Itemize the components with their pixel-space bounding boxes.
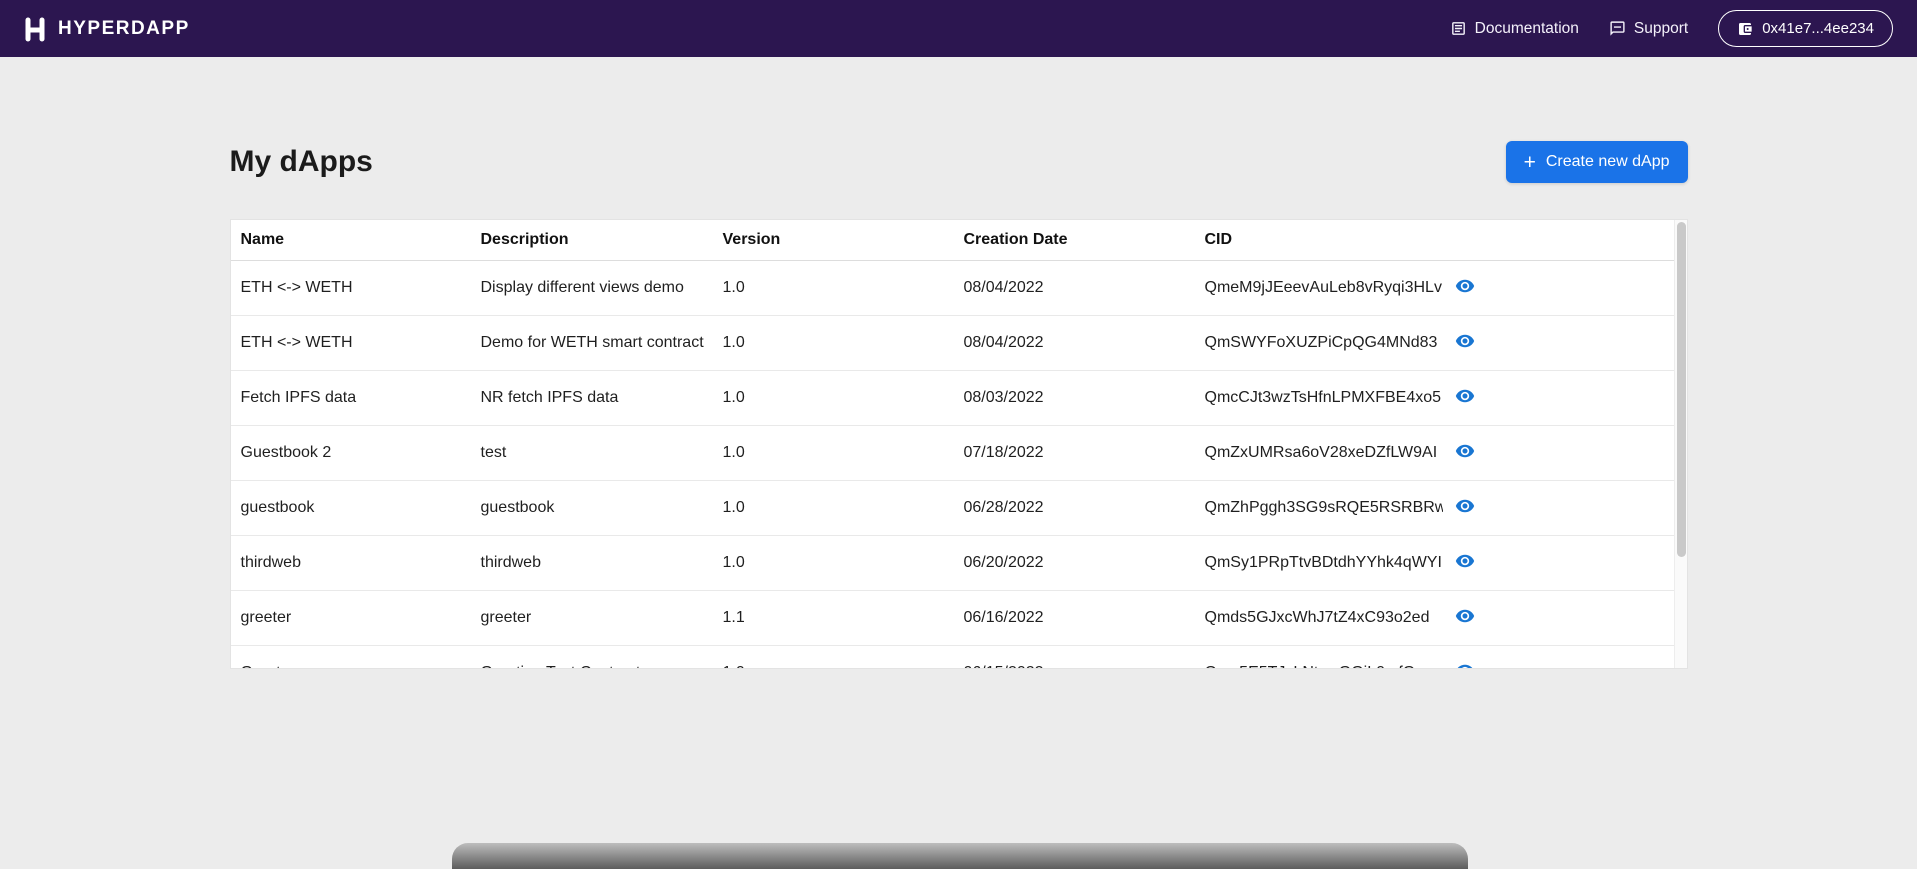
table-row: greeter greeter 1.1 06/16/2022 Qmds5GJxc… <box>230 590 1674 646</box>
header-description: Description <box>470 220 713 261</box>
hyperdapp-logo-icon <box>20 14 50 44</box>
cell-creation-date: 08/03/2022 <box>953 370 1195 426</box>
eye-icon <box>1455 551 1475 574</box>
cell-creation-date: 08/04/2022 <box>953 260 1195 316</box>
cell-description: thirdweb <box>470 535 713 591</box>
cell-version: 1.0 <box>712 645 954 668</box>
cell-cid: Qmds5GJxcWhJ7tZ4xC93o2ed <box>1194 590 1443 646</box>
navbar-right: Documentation Support 0x41e7...4ee234 <box>1450 10 1893 47</box>
view-dapp-button[interactable] <box>1453 659 1477 668</box>
view-dapp-button[interactable] <box>1453 604 1477 631</box>
view-dapp-button[interactable] <box>1453 329 1477 356</box>
documentation-label: Documentation <box>1474 19 1579 37</box>
cell-name: Guestbook 2 <box>230 425 471 481</box>
cell-version: 1.0 <box>712 260 954 316</box>
cell-cid: QmSWYFoXUZPiCpQG4MNd83 <box>1194 315 1443 371</box>
support-link[interactable]: Support <box>1609 20 1688 38</box>
header-creation-date: Creation Date <box>953 220 1195 261</box>
cell-version: 1.0 <box>712 425 954 481</box>
table-scrollbar[interactable] <box>1673 220 1687 668</box>
cell-description: Greeting Test Contract <box>470 645 713 668</box>
table-row: guestbook guestbook 1.0 06/28/2022 QmZhP… <box>230 480 1674 536</box>
view-dapp-button[interactable] <box>1453 494 1477 521</box>
cell-description: test <box>470 425 713 481</box>
brand-name: HYPERDAPP <box>58 17 190 39</box>
cell-creation-date: 06/28/2022 <box>953 480 1195 536</box>
dapps-table-card: Name Description Version Creation Date C… <box>229 219 1688 669</box>
cell-cid: QmcCJt3wzTsHfnLPMXFBE4xo5 <box>1194 370 1443 426</box>
header-cid: CID <box>1194 220 1443 261</box>
support-label: Support <box>1633 19 1689 37</box>
table-row: Fetch IPFS data NR fetch IPFS data 1.0 0… <box>230 370 1674 426</box>
cell-cid: Qme5E5TJcLNtwnGGjL0zrfG <box>1194 645 1443 668</box>
eye-icon <box>1455 386 1475 409</box>
main-content: My dApps + Create new dApp Name Descript… <box>229 57 1688 669</box>
cell-description: guestbook <box>470 480 713 536</box>
view-dapp-button[interactable] <box>1453 274 1477 301</box>
documentation-link[interactable]: Documentation <box>1450 20 1579 38</box>
cell-name: ETH <-> WETH <box>230 260 471 316</box>
page-header: My dApps + Create new dApp <box>230 141 1688 183</box>
support-icon <box>1609 20 1626 37</box>
table-row: Guestbook 2 test 1.0 07/18/2022 QmZxUMRs… <box>230 425 1674 481</box>
cell-name: guestbook <box>230 480 471 536</box>
cell-creation-date: 06/20/2022 <box>953 535 1195 591</box>
table-row: Greeter Greeting Test Contract 1.0 06/15… <box>230 645 1674 668</box>
cell-version: 1.0 <box>712 535 954 591</box>
header-actions <box>1442 220 1674 261</box>
eye-icon <box>1455 276 1475 299</box>
table-row: thirdweb thirdweb 1.0 06/20/2022 QmSy1PR… <box>230 535 1674 591</box>
brand[interactable]: HYPERDAPP <box>20 14 190 44</box>
cell-cid: QmSy1PRpTtvBDtdhYYhk4qWYI <box>1194 535 1443 591</box>
cell-creation-date: 06/16/2022 <box>953 590 1195 646</box>
page-title: My dApps <box>229 145 373 178</box>
view-dapp-button[interactable] <box>1453 549 1477 576</box>
wallet-address: 0x41e7...4ee234 <box>1762 20 1874 37</box>
cell-description: greeter <box>470 590 713 646</box>
cell-version: 1.1 <box>712 590 954 646</box>
cell-version: 1.0 <box>712 480 954 536</box>
create-new-dapp-label: Create new dApp <box>1545 153 1670 170</box>
background-window-edge <box>452 843 1468 869</box>
plus-icon: + <box>1523 150 1536 174</box>
documentation-icon <box>1450 20 1467 37</box>
table-row: ETH <-> WETH Display different views dem… <box>230 260 1674 316</box>
cell-description: NR fetch IPFS data <box>470 370 713 426</box>
table-scrollbar-thumb[interactable] <box>1676 222 1686 557</box>
cell-version: 1.0 <box>712 315 954 371</box>
cell-description: Display different views demo <box>470 260 713 316</box>
wallet-icon <box>1737 21 1753 37</box>
cell-name: ETH <-> WETH <box>230 315 471 371</box>
wallet-address-button[interactable]: 0x41e7...4ee234 <box>1718 10 1893 47</box>
navbar: HYPERDAPP Documentation Support <box>0 0 1917 57</box>
cell-version: 1.0 <box>712 370 954 426</box>
cell-name: Greeter <box>230 645 471 668</box>
cell-cid: QmeM9jJEeevAuLeb8vRyqi3HLv <box>1194 260 1443 316</box>
cell-cid: QmZxUMRsa6oV28xeDZfLW9AI <box>1194 425 1443 481</box>
eye-icon <box>1455 496 1475 519</box>
table-row: ETH <-> WETH Demo for WETH smart contrac… <box>230 315 1674 371</box>
header-name: Name <box>230 220 471 261</box>
cell-creation-date: 07/18/2022 <box>953 425 1195 481</box>
cell-name: greeter <box>230 590 471 646</box>
cell-description: Demo for WETH smart contract <box>470 315 713 371</box>
create-new-dapp-button[interactable]: + Create new dApp <box>1505 141 1688 183</box>
cell-creation-date: 06/15/2022 <box>953 645 1195 668</box>
eye-icon <box>1455 331 1475 354</box>
eye-icon <box>1455 606 1475 629</box>
eye-icon <box>1455 441 1475 464</box>
header-version: Version <box>712 220 954 261</box>
cell-cid: QmZhPggh3SG9sRQE5RSRBRw <box>1194 480 1443 536</box>
view-dapp-button[interactable] <box>1453 384 1477 411</box>
view-dapp-button[interactable] <box>1453 439 1477 466</box>
cell-creation-date: 08/04/2022 <box>953 315 1195 371</box>
eye-icon <box>1455 661 1475 668</box>
cell-name: Fetch IPFS data <box>230 370 471 426</box>
table-header-row: Name Description Version Creation Date C… <box>230 220 1674 261</box>
cell-name: thirdweb <box>230 535 471 591</box>
dapps-table: Name Description Version Creation Date C… <box>230 220 1674 668</box>
